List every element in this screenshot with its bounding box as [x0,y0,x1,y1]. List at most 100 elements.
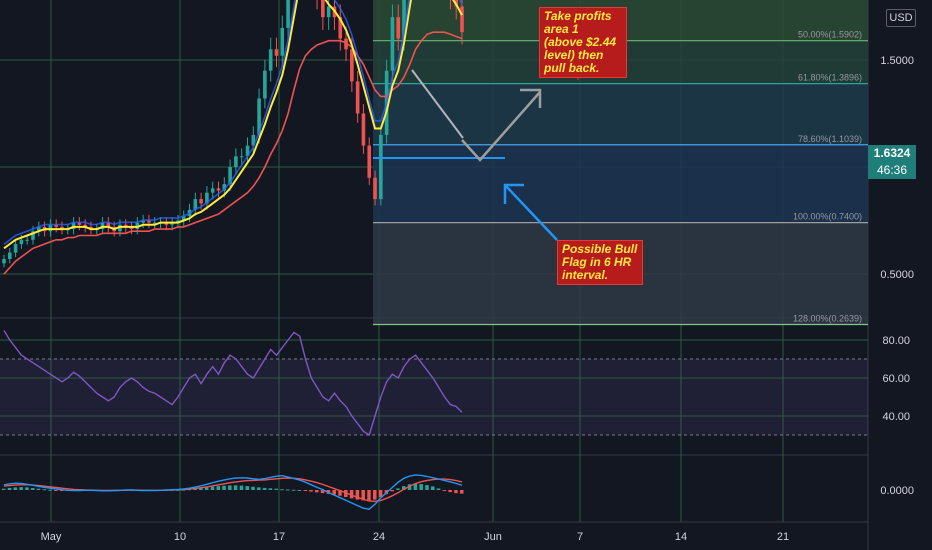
candle-body [234,156,238,167]
candle-body [83,224,87,227]
currency-badge[interactable]: USD [886,9,916,27]
fib-level-label: 50.00%(1.5902) [798,30,862,40]
candle-body [460,6,464,33]
macd-histogram-bar [413,483,418,490]
macd-histogram-bar [210,486,215,490]
candle-body [60,226,64,230]
macd-histogram-bar [454,490,458,494]
macd-histogram-bar [460,490,464,494]
annotation-line: level) then [544,48,604,62]
macd-histogram-bar [436,488,441,490]
candle-body [263,70,267,99]
fib-level-label: 100.00%(0.7400) [793,212,862,222]
macd-signal-line [3,477,463,503]
candle-body [170,222,174,225]
candle-body [205,192,209,204]
annotation-line: interval. [562,268,609,282]
macd-histogram-bar [303,490,307,491]
candle-body [373,177,377,200]
candle-body [48,224,53,232]
annotation-line: pull back. [544,61,600,75]
candle-body [193,199,198,210]
candle-body [106,222,111,227]
macd-histogram-bar [448,490,452,493]
time-axis-label: 10 [174,531,186,543]
macd-histogram-bar [193,488,197,490]
rsi-axis-label: 80.00 [882,335,910,347]
candle-body [181,216,186,221]
time-axis-label: 14 [675,531,687,543]
macd-histogram-bar [431,486,435,490]
candle-body [402,0,406,39]
drawings[interactable] [373,66,579,241]
time-axis-label: 7 [577,531,583,543]
fib-zone [373,83,868,145]
candle-body [268,49,273,71]
time-axis-label: Jun [484,531,502,543]
time-axis-label: May [41,531,62,543]
macd-histogram-bar [361,490,365,501]
macd-histogram-bar [228,485,232,490]
candle-body [355,81,360,114]
macd-histogram-bar [291,489,296,491]
fib-level-label: 61.80%(1.3896) [798,73,862,83]
macd-histogram-bar [367,490,371,501]
annotation-line: Flag in 6 HR [562,255,632,269]
candle-body [350,49,354,82]
ema-mid-line [3,0,463,245]
candle-body [239,156,244,158]
candle-body [338,17,343,39]
candle-body [321,0,325,18]
fib-level-label: 128.00%(0.2639) [793,314,862,324]
macd-histogram-bar [419,484,423,490]
rsi-band-fill [0,359,868,435]
time-axis-label: 21 [777,531,789,543]
candle-body [390,17,395,71]
macd-histogram-bar [204,487,209,490]
macd-histogram-bar [320,490,325,494]
macd-histogram-bar [48,489,52,491]
macd-histogram-bar [262,487,267,490]
candle-body [257,98,261,135]
macd-histogram-bar [59,490,64,491]
annotation-line: area 1 [544,22,579,36]
macd-histogram-bar [349,490,354,499]
macd-histogram-bar [338,490,342,496]
price-axis-label: 1.5000 [880,55,914,67]
price-axis-label: 0.5000 [880,269,914,281]
macd-histogram-bar [373,490,377,500]
candle-body [77,222,82,225]
candle-body [7,252,12,260]
pointer-arrow-head [503,183,524,204]
candle-body [210,188,215,193]
annotation-line: Take profits [544,9,612,23]
candle-body [2,259,6,264]
candle-body [129,226,134,230]
macd-histogram-bar [13,487,18,490]
candle-body [326,6,331,18]
projection-arrow-head [520,88,542,108]
macd-histogram-bar [297,490,302,491]
candle-body [216,188,221,191]
macd-histogram-bar [239,485,244,490]
candle-body [245,145,250,157]
last-price-label: 1.6324 46:36 [868,145,916,179]
macd-histogram-bar [25,487,29,490]
macd-histogram-bar [268,488,273,490]
candle-body [396,17,401,39]
candle-body [274,49,279,56]
candle-body [164,222,169,225]
macd-histogram-bar [425,485,429,490]
candle-body [222,184,227,191]
annotation-bull-flag[interactable]: Possible Bull Flag in 6 HR interval. [557,240,643,285]
fib-level-label: 78.60%(1.1039) [798,134,862,144]
macd-histogram-bar [396,488,400,490]
candle-body [89,226,93,230]
macd-histogram-bar [407,484,412,490]
annotation-take-profits[interactable]: Take profits area 1 (above $2.44 level) … [539,7,627,78]
macd-histogram-bar [222,485,226,490]
candle-body [71,222,76,230]
rsi-axis-label: 40.00 [882,411,910,423]
macd-histogram-bar [332,490,336,495]
